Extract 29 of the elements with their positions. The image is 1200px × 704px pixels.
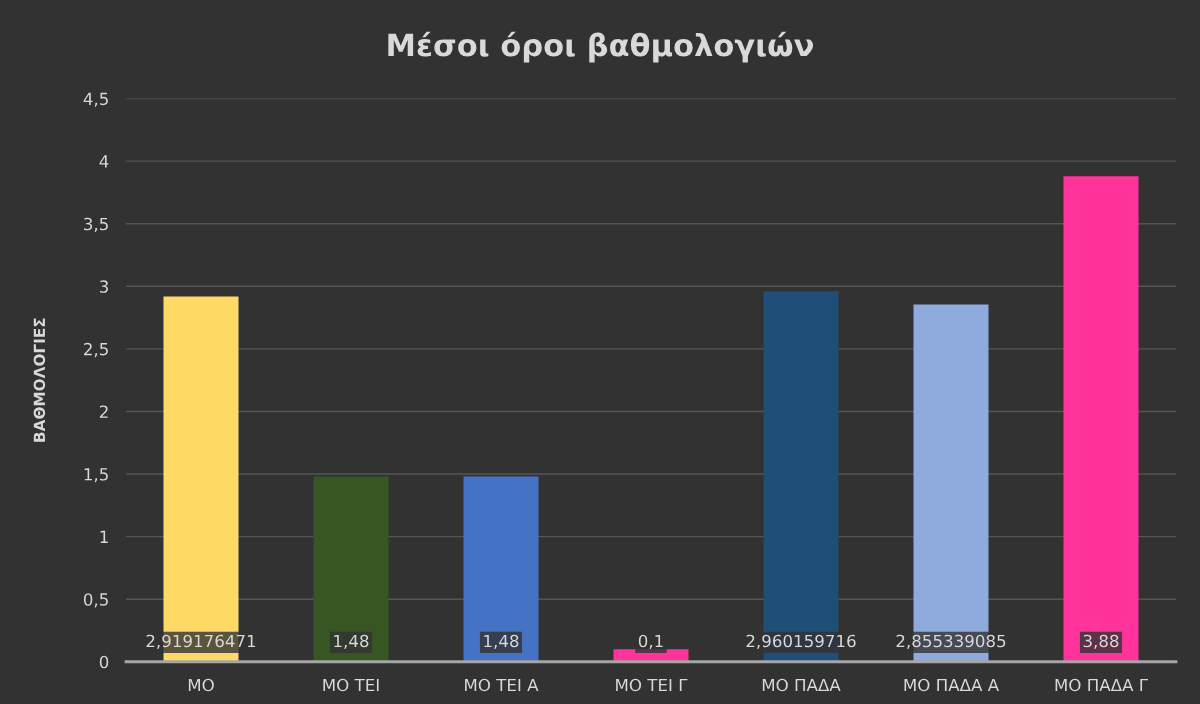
data-label: 3,88 (1083, 634, 1119, 649)
bar (313, 476, 389, 662)
y-tick-label: 3 (100, 280, 108, 293)
x-tick-label: ΜΟ ΤΕΙ (323, 678, 379, 692)
y-tick-label: 2 (99, 405, 108, 418)
bar (1063, 176, 1139, 662)
y-tick-label: 1 (100, 530, 108, 543)
x-tick-label: ΜΟ ΠΑΔΑ (762, 678, 841, 692)
y-axis-title: ΒΑΘΜΟΛΟΓΙΕΣ (33, 318, 46, 442)
data-label: 0,1 (638, 634, 663, 649)
y-tick-label: 0,5 (83, 593, 108, 608)
x-tick-label: ΜΟ ΠΑΔΑ Γ (1055, 678, 1148, 692)
y-tick-label: 2,5 (84, 342, 108, 358)
y-tick-label: 1,5 (84, 468, 108, 483)
data-label: 2,855339085 (896, 634, 1006, 649)
y-tick-label: 4,5 (83, 92, 108, 107)
data-label: 1,48 (484, 634, 519, 649)
x-tick-label: ΜΟ (188, 678, 214, 692)
chart-title: Μέσοι όροι βαθμολογιών (388, 31, 814, 63)
data-label: 2,919176471 (146, 634, 256, 649)
x-tick-label: ΜΟ ΤΕΙ Α (465, 678, 539, 692)
y-tick-label: 3,5 (84, 217, 108, 232)
data-label: 2,960159716 (746, 634, 856, 649)
bar (463, 476, 539, 662)
x-tick-label: ΜΟ ΠΑΔΑ Α (904, 678, 999, 692)
data-label: 1,48 (334, 634, 369, 649)
x-tick-label: ΜΟ ΤΕΙ Γ (616, 678, 688, 692)
y-tick-label: 0 (99, 655, 109, 669)
y-tick-label: 4 (99, 155, 109, 168)
